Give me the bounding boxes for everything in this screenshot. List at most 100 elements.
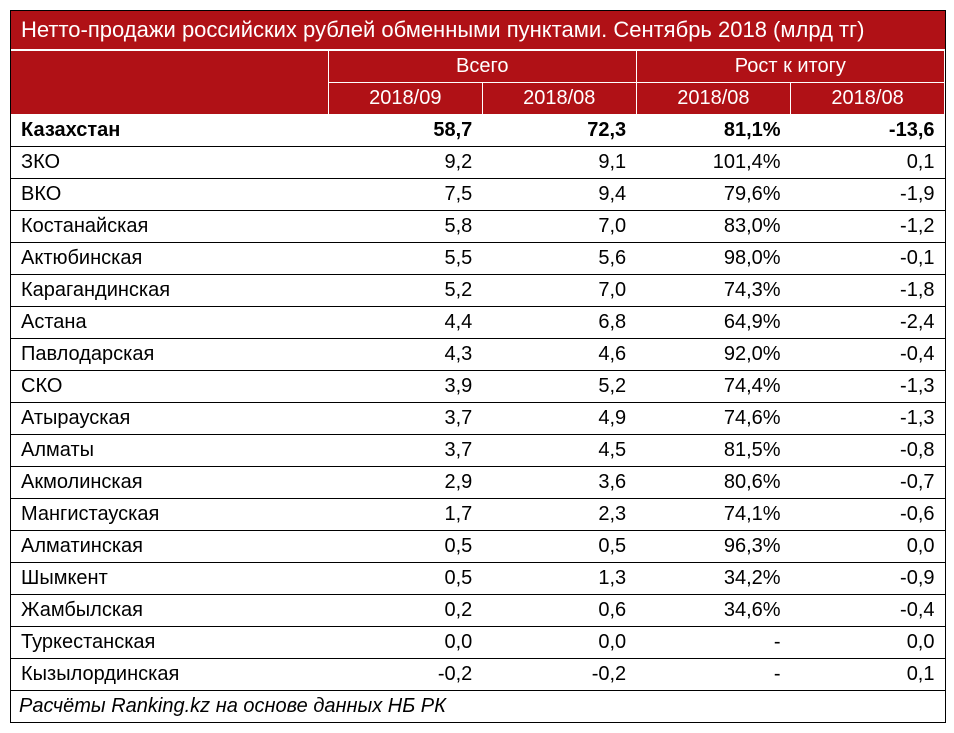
row-label: Казахстан <box>11 115 328 147</box>
cell-2018-09: 5,8 <box>328 211 482 243</box>
row-label: Астана <box>11 307 328 339</box>
cell-2018-09: 3,7 <box>328 435 482 467</box>
row-label: Шымкент <box>11 563 328 595</box>
cell-growth-abs: 0,0 <box>791 531 945 563</box>
cell-growth-pct: 74,6% <box>636 403 790 435</box>
table-row: Акмолинская2,93,680,6%-0,7 <box>11 467 945 499</box>
cell-2018-08: 9,4 <box>482 179 636 211</box>
cell-2018-09: 7,5 <box>328 179 482 211</box>
cell-2018-09: 0,0 <box>328 627 482 659</box>
cell-growth-pct: 79,6% <box>636 179 790 211</box>
cell-growth-pct: 81,5% <box>636 435 790 467</box>
cell-growth-pct: 98,0% <box>636 243 790 275</box>
row-label: СКО <box>11 371 328 403</box>
cell-2018-09: 9,2 <box>328 147 482 179</box>
cell-growth-abs: 0,0 <box>791 627 945 659</box>
header-group-total: Всего <box>328 51 636 83</box>
cell-growth-pct: - <box>636 659 790 691</box>
cell-growth-pct: 74,4% <box>636 371 790 403</box>
cell-2018-09: 58,7 <box>328 115 482 147</box>
cell-2018-08: 6,8 <box>482 307 636 339</box>
table-row: Алматинская0,50,596,3%0,0 <box>11 531 945 563</box>
table-row: Кызылординская-0,2-0,2-0,1 <box>11 659 945 691</box>
table-row: Костанайская5,87,083,0%-1,2 <box>11 211 945 243</box>
cell-growth-abs: -0,4 <box>791 339 945 371</box>
table-row: Атырауская3,74,974,6%-1,3 <box>11 403 945 435</box>
subheader-1: 2018/09 <box>328 83 482 115</box>
cell-growth-abs: -13,6 <box>791 115 945 147</box>
cell-2018-09: 4,4 <box>328 307 482 339</box>
cell-2018-09: 3,7 <box>328 403 482 435</box>
row-label: Атырауская <box>11 403 328 435</box>
cell-2018-08: 72,3 <box>482 115 636 147</box>
table-row: Казахстан58,772,381,1%-13,6 <box>11 115 945 147</box>
cell-growth-abs: -0,9 <box>791 563 945 595</box>
cell-growth-pct: 83,0% <box>636 211 790 243</box>
cell-growth-pct: 34,2% <box>636 563 790 595</box>
row-label: Актюбинская <box>11 243 328 275</box>
table-row: Мангистауская1,72,374,1%-0,6 <box>11 499 945 531</box>
table-container: Нетто-продажи российских рублей обменным… <box>10 10 946 723</box>
row-label: Алматинская <box>11 531 328 563</box>
row-label: Карагандинская <box>11 275 328 307</box>
row-label: ЗКО <box>11 147 328 179</box>
cell-2018-09: 0,2 <box>328 595 482 627</box>
cell-2018-09: 0,5 <box>328 563 482 595</box>
cell-growth-abs: -1,3 <box>791 371 945 403</box>
subheader-3: 2018/08 <box>636 83 790 115</box>
cell-growth-abs: -0,7 <box>791 467 945 499</box>
cell-2018-09: -0,2 <box>328 659 482 691</box>
cell-growth-pct: 74,3% <box>636 275 790 307</box>
cell-growth-pct: 74,1% <box>636 499 790 531</box>
data-table: Всего Рост к итогу 2018/09 2018/08 2018/… <box>11 50 945 690</box>
table-row: Шымкент0,51,334,2%-0,9 <box>11 563 945 595</box>
cell-2018-08: 5,6 <box>482 243 636 275</box>
cell-2018-08: 7,0 <box>482 275 636 307</box>
table-row: Алматы3,74,581,5%-0,8 <box>11 435 945 467</box>
table-row: ЗКО9,29,1101,4%0,1 <box>11 147 945 179</box>
cell-growth-pct: 92,0% <box>636 339 790 371</box>
cell-2018-09: 3,9 <box>328 371 482 403</box>
table-row: СКО3,95,274,4%-1,3 <box>11 371 945 403</box>
cell-growth-abs: 0,1 <box>791 147 945 179</box>
cell-growth-abs: -0,6 <box>791 499 945 531</box>
row-label: Жамбылская <box>11 595 328 627</box>
cell-2018-08: -0,2 <box>482 659 636 691</box>
cell-growth-abs: -1,8 <box>791 275 945 307</box>
cell-2018-09: 5,2 <box>328 275 482 307</box>
row-label: Костанайская <box>11 211 328 243</box>
cell-growth-abs: -0,4 <box>791 595 945 627</box>
table-row: Карагандинская5,27,074,3%-1,8 <box>11 275 945 307</box>
cell-growth-abs: -1,9 <box>791 179 945 211</box>
table-footer: Расчёты Ranking.kz на основе данных НБ Р… <box>11 690 945 722</box>
table-row: Павлодарская4,34,692,0%-0,4 <box>11 339 945 371</box>
subheader-2: 2018/08 <box>482 83 636 115</box>
cell-2018-08: 4,5 <box>482 435 636 467</box>
cell-2018-08: 0,5 <box>482 531 636 563</box>
header-label-col <box>11 51 328 115</box>
row-label: Алматы <box>11 435 328 467</box>
cell-growth-abs: -0,1 <box>791 243 945 275</box>
table-row: Астана4,46,864,9%-2,4 <box>11 307 945 339</box>
cell-growth-abs: -1,3 <box>791 403 945 435</box>
table-row: Актюбинская5,55,698,0%-0,1 <box>11 243 945 275</box>
cell-growth-pct: 34,6% <box>636 595 790 627</box>
cell-growth-abs: -0,8 <box>791 435 945 467</box>
row-label: ВКО <box>11 179 328 211</box>
cell-growth-pct: 96,3% <box>636 531 790 563</box>
cell-growth-abs: -2,4 <box>791 307 945 339</box>
row-label: Мангистауская <box>11 499 328 531</box>
row-label: Кызылординская <box>11 659 328 691</box>
cell-growth-pct: 64,9% <box>636 307 790 339</box>
cell-growth-pct: 80,6% <box>636 467 790 499</box>
cell-2018-08: 5,2 <box>482 371 636 403</box>
cell-2018-08: 9,1 <box>482 147 636 179</box>
cell-2018-08: 3,6 <box>482 467 636 499</box>
table-body: Казахстан58,772,381,1%-13,6ЗКО9,29,1101,… <box>11 115 945 691</box>
row-label: Павлодарская <box>11 339 328 371</box>
cell-growth-abs: 0,1 <box>791 659 945 691</box>
cell-2018-08: 2,3 <box>482 499 636 531</box>
table-row: Туркестанская0,00,0-0,0 <box>11 627 945 659</box>
cell-2018-09: 1,7 <box>328 499 482 531</box>
row-label: Акмолинская <box>11 467 328 499</box>
